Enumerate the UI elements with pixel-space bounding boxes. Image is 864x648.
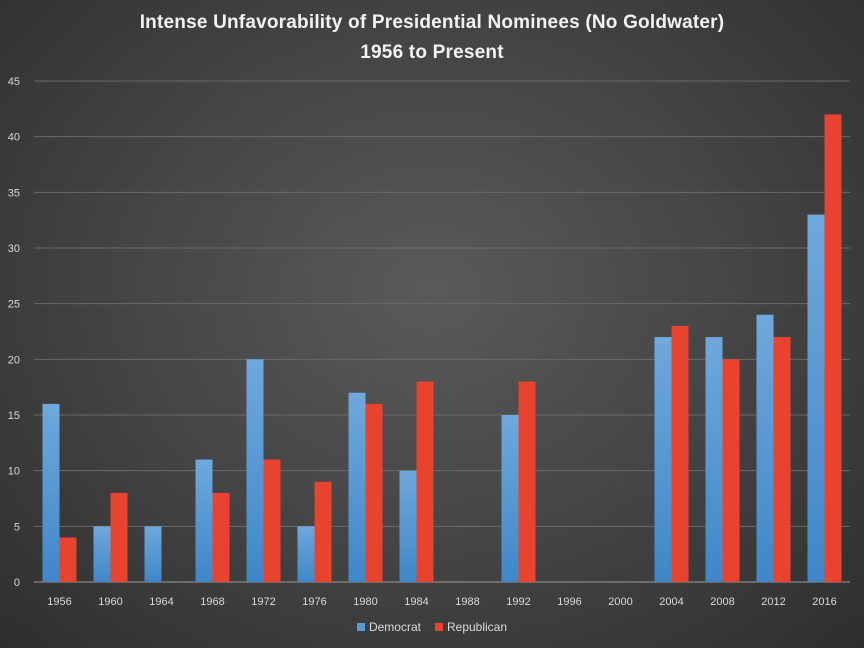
- bar-republican-1972: [263, 459, 281, 582]
- x-tick-label: 1956: [47, 596, 71, 608]
- x-tick-label: 1960: [98, 596, 122, 608]
- bar-democrat-1980: [348, 392, 366, 582]
- x-tick-label: 1972: [251, 596, 275, 608]
- x-tick-label: 1988: [455, 596, 479, 608]
- chart-subtitle: 1956 to Present: [360, 42, 504, 63]
- bar-republican-1960: [110, 492, 128, 582]
- y-tick-label: 30: [8, 243, 20, 255]
- legend-label-republican: Republican: [446, 620, 508, 634]
- bar-republican-2012: [773, 337, 791, 582]
- x-tick-label: 2008: [710, 596, 734, 608]
- bar-democrat-1968: [195, 459, 213, 582]
- y-tick-label: 35: [8, 187, 20, 199]
- bar-democrat-1972: [246, 359, 264, 582]
- bar-republican-2016: [824, 114, 842, 583]
- x-tick-label: 2016: [812, 596, 836, 608]
- y-tick-label: 25: [8, 299, 20, 311]
- x-tick-label: 1980: [353, 596, 377, 608]
- x-tick-label: 1976: [302, 596, 326, 608]
- x-tick-label: 1992: [506, 596, 530, 608]
- bar-democrat-2004: [654, 337, 672, 582]
- y-tick-label: 15: [8, 410, 20, 422]
- y-tick-label: 40: [8, 132, 20, 144]
- bar-democrat-1984: [399, 470, 417, 582]
- bar-republican-1956: [59, 537, 77, 582]
- x-tick-label: 2012: [761, 596, 785, 608]
- y-tick-label: 20: [8, 354, 20, 366]
- bar-democrat-1992: [501, 415, 519, 582]
- bar-republican-2008: [722, 359, 740, 582]
- x-tick-label: 1996: [557, 596, 581, 608]
- x-tick-label: 1968: [200, 596, 224, 608]
- legend-swatch-democrat: [356, 623, 365, 631]
- legend-item-democrat[interactable]: Democrat: [356, 620, 421, 634]
- bar-republican-1968: [212, 492, 230, 582]
- legend-item-republican[interactable]: Republican: [434, 620, 508, 634]
- chart-title: Intense Unfavorability of Presidential N…: [139, 12, 725, 33]
- x-tick-label: 2000: [608, 596, 632, 608]
- bar-republican-2004: [671, 325, 689, 582]
- bar-republican-1984: [416, 381, 434, 582]
- y-tick-label: 5: [14, 521, 20, 533]
- bar-democrat-2016: [807, 214, 825, 582]
- bar-democrat-1956: [42, 403, 60, 582]
- y-tick-label: 0: [14, 577, 20, 589]
- y-tick-label: 45: [8, 76, 20, 88]
- legend-swatch-republican: [434, 623, 443, 631]
- legend-label-democrat: Democrat: [368, 620, 421, 634]
- bar-republican-1992: [518, 381, 536, 582]
- bar-democrat-1960: [93, 526, 111, 582]
- x-tick-label: 1984: [404, 596, 428, 608]
- bar-democrat-2008: [705, 337, 723, 582]
- bar-republican-1980: [365, 403, 383, 582]
- y-tick-label: 10: [8, 466, 20, 478]
- bar-democrat-1976: [297, 526, 315, 582]
- x-tick-label: 1964: [149, 596, 173, 608]
- legend: Democrat Republican: [0, 620, 864, 634]
- bar-democrat-1964: [144, 526, 162, 582]
- x-tick-label: 2004: [659, 596, 683, 608]
- bar-democrat-2012: [756, 314, 774, 582]
- bar-republican-1976: [314, 481, 332, 582]
